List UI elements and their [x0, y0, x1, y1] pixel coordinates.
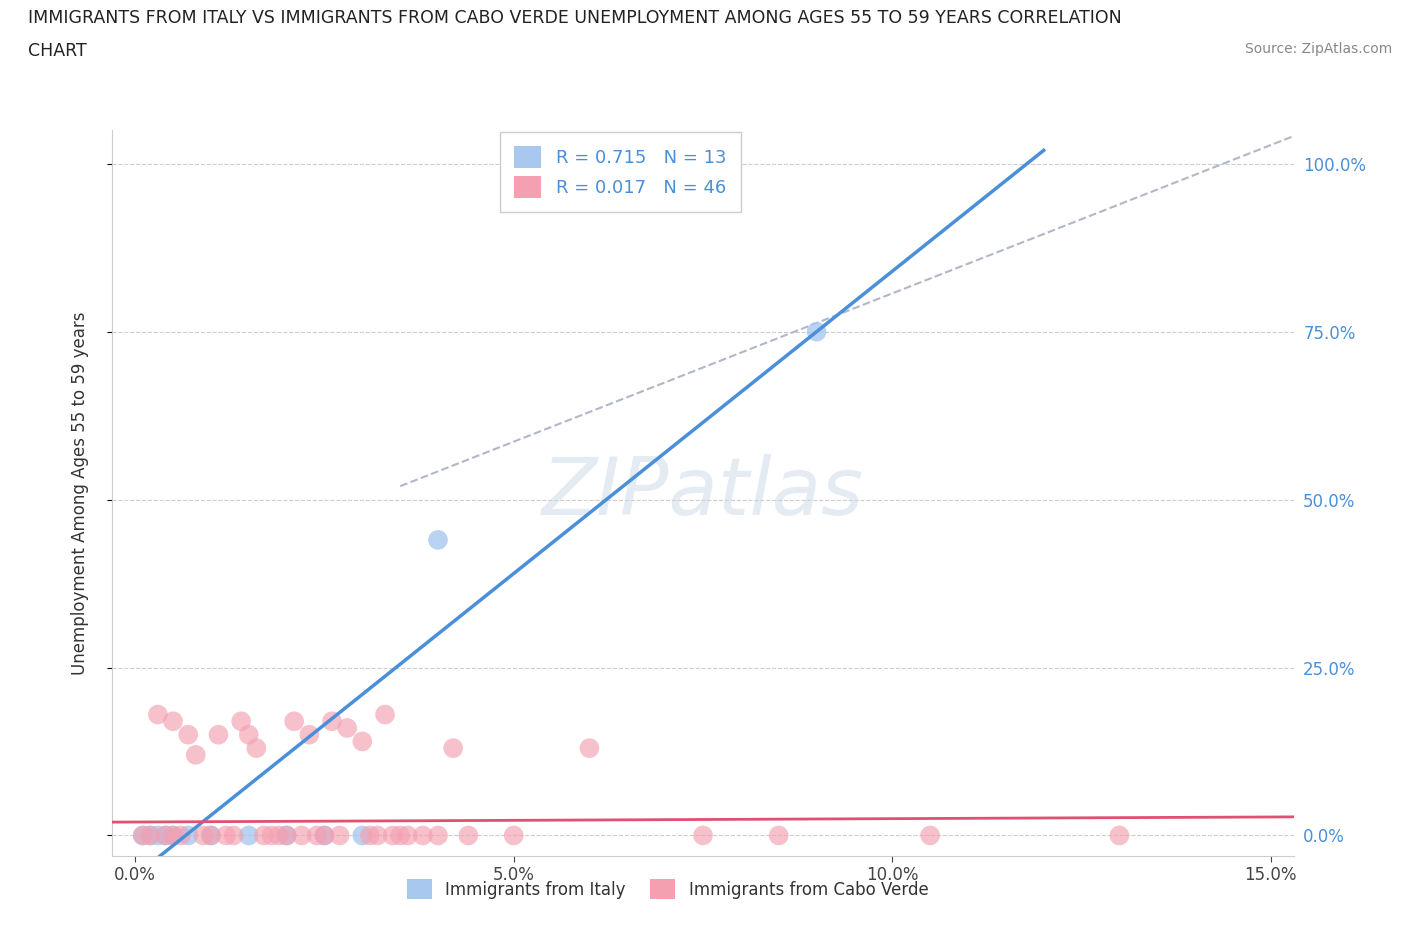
Point [298, 727, 321, 742]
Point [267, 828, 290, 843]
Point [441, 740, 464, 755]
Point [352, 828, 374, 843]
Point [457, 828, 479, 843]
Point [139, 828, 162, 843]
Legend: Immigrants from Italy, Immigrants from Cabo Verde: Immigrants from Italy, Immigrants from C… [394, 866, 942, 912]
Point [139, 828, 162, 843]
Point [352, 734, 374, 749]
Point [260, 828, 283, 843]
Point [321, 714, 343, 729]
Point [276, 828, 298, 843]
Point [146, 707, 169, 722]
Text: Source: ZipAtlas.com: Source: ZipAtlas.com [1244, 42, 1392, 56]
Point [692, 828, 714, 843]
Point [155, 828, 177, 843]
Point [412, 828, 434, 843]
Point [177, 727, 200, 742]
Point [305, 828, 328, 843]
Point [169, 828, 191, 843]
Point [200, 828, 222, 843]
Point [578, 740, 600, 755]
Point [155, 828, 177, 843]
Y-axis label: Unemployment Among Ages 55 to 59 years: Unemployment Among Ages 55 to 59 years [70, 312, 89, 674]
Point [215, 828, 238, 843]
Point [396, 828, 419, 843]
Point [381, 828, 404, 843]
Point [920, 828, 942, 843]
Point [231, 714, 253, 729]
Point [314, 828, 336, 843]
Point [238, 828, 260, 843]
Point [222, 828, 245, 843]
Point [283, 714, 305, 729]
Point [184, 748, 207, 763]
Point [146, 828, 169, 843]
Point [314, 828, 336, 843]
Point [427, 828, 450, 843]
Point [276, 828, 298, 843]
Point [238, 727, 260, 742]
Point [291, 828, 314, 843]
Point [329, 828, 352, 843]
Point [193, 828, 215, 843]
Point [253, 828, 276, 843]
Point [768, 828, 790, 843]
Text: CHART: CHART [28, 42, 87, 60]
Point [132, 828, 155, 843]
Point [374, 707, 396, 722]
Point [502, 828, 524, 843]
Point [427, 533, 450, 548]
Point [336, 721, 359, 736]
Point [162, 828, 184, 843]
Point [1108, 828, 1130, 843]
Point [366, 828, 388, 843]
Point [389, 828, 412, 843]
Point [245, 740, 267, 755]
Point [359, 828, 381, 843]
Point [207, 727, 229, 742]
Text: ZIPatlas: ZIPatlas [541, 454, 865, 532]
Point [177, 828, 200, 843]
Text: IMMIGRANTS FROM ITALY VS IMMIGRANTS FROM CABO VERDE UNEMPLOYMENT AMONG AGES 55 T: IMMIGRANTS FROM ITALY VS IMMIGRANTS FROM… [28, 9, 1122, 27]
Point [200, 828, 222, 843]
Point [162, 828, 184, 843]
Point [806, 325, 828, 339]
Point [162, 714, 184, 729]
Point [132, 828, 155, 843]
